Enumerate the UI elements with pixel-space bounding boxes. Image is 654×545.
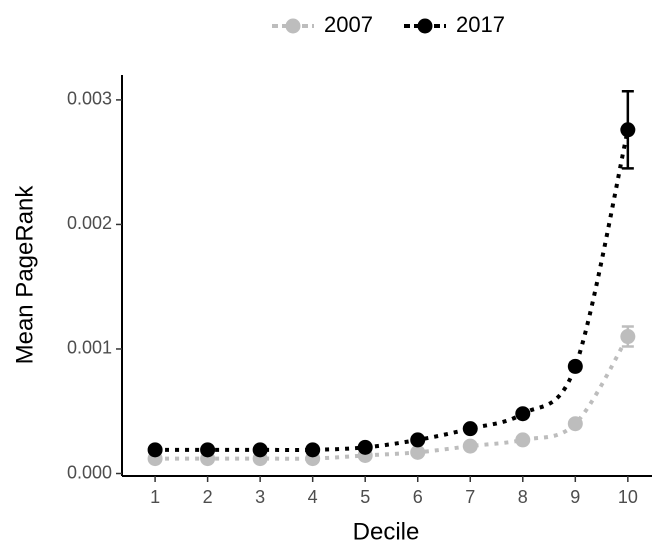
y-tick-label: 0.003	[67, 89, 112, 109]
point	[410, 432, 426, 448]
point	[200, 442, 216, 458]
trend-line	[155, 335, 630, 461]
point	[462, 438, 478, 454]
point	[305, 442, 321, 458]
y-tick-label: 0.002	[67, 213, 112, 233]
point	[567, 358, 583, 374]
point	[252, 442, 268, 458]
legend-marker	[417, 18, 433, 34]
x-tick-label: 1	[150, 487, 160, 507]
point	[357, 439, 373, 455]
point	[515, 406, 531, 422]
x-tick-label: 8	[518, 487, 528, 507]
x-tick-label: 9	[570, 487, 580, 507]
x-tick-label: 4	[308, 487, 318, 507]
x-tick-label: 3	[255, 487, 265, 507]
legend-label: 2007	[324, 12, 373, 37]
point	[147, 442, 163, 458]
y-tick-label: 0.001	[67, 338, 112, 358]
x-tick-label: 10	[618, 487, 638, 507]
point	[620, 122, 636, 138]
point	[462, 421, 478, 437]
x-tick-label: 5	[360, 487, 370, 507]
legend-label: 2017	[456, 12, 505, 37]
x-tick-label: 7	[465, 487, 475, 507]
point	[567, 416, 583, 432]
x-tick-label: 2	[203, 487, 213, 507]
y-tick-label: 0.000	[67, 462, 112, 482]
point	[515, 432, 531, 448]
x-axis-title: Decile	[353, 518, 420, 545]
point	[410, 444, 426, 460]
legend-marker	[285, 18, 301, 34]
trend-line	[155, 129, 630, 453]
point	[620, 329, 636, 345]
y-axis-title: Mean PageRank	[11, 185, 38, 365]
x-tick-label: 6	[413, 487, 423, 507]
